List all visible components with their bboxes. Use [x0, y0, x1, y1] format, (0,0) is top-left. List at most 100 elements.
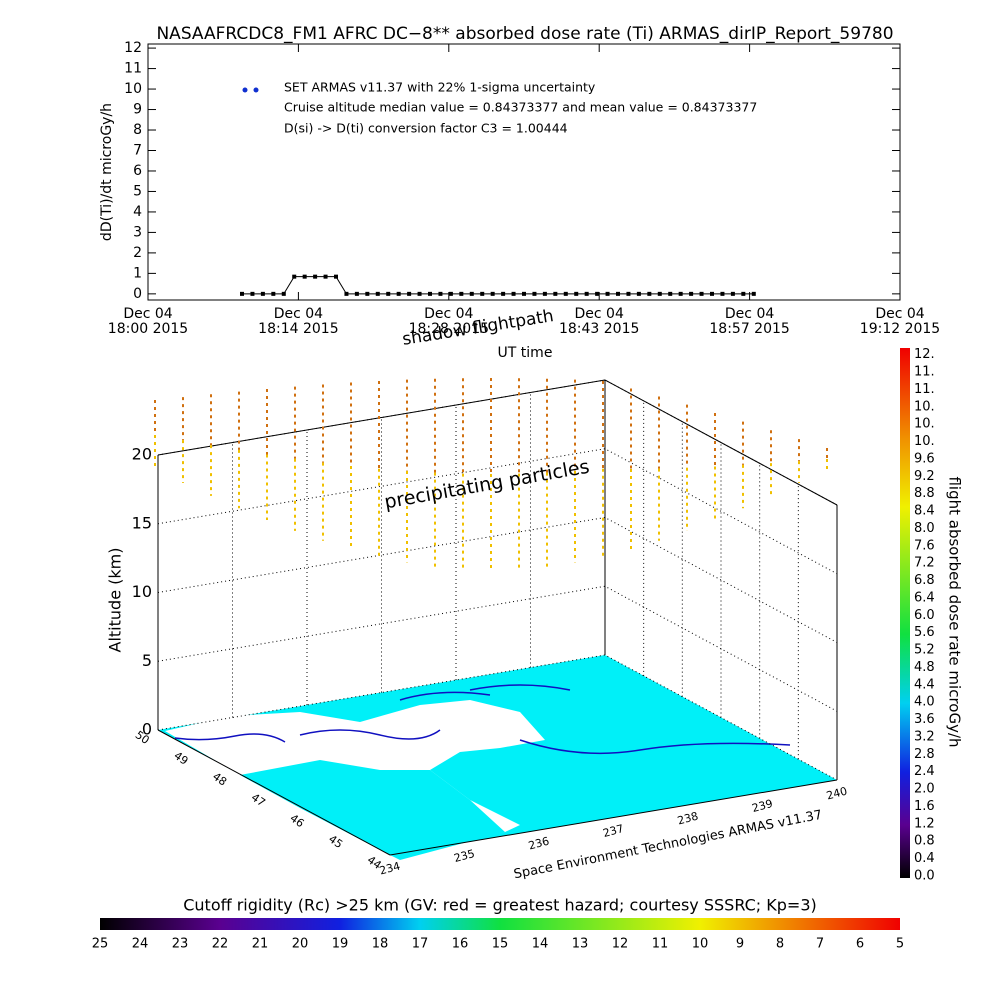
y-tick-label: 1	[133, 265, 142, 281]
colorbar-tick-label: 21	[252, 937, 269, 952]
lon-tick-label: 237	[602, 822, 626, 840]
x-axis-label: UT time	[498, 345, 553, 361]
y-tick-label: 7	[133, 142, 142, 158]
colorbar-tick-label: 10	[692, 937, 709, 952]
colorbar-tick-label: 10.	[914, 434, 935, 449]
colorbar-tick-label: 1.6	[914, 799, 935, 814]
axis-edge	[157, 379, 606, 456]
data-point	[490, 291, 495, 296]
data-point	[240, 291, 244, 296]
data-point	[584, 291, 589, 296]
lon-tick-label: 234	[378, 860, 402, 878]
data-point	[365, 291, 370, 296]
annotation: Cruise altitude median value = 0.8437337…	[284, 100, 757, 115]
colorbar-tick-label: 20	[292, 937, 309, 952]
annotation: precipitating particles	[383, 456, 591, 514]
colorbar-tick-label: 5.2	[914, 643, 935, 658]
colorbar-tick-label: 11.	[914, 382, 935, 397]
colorbar-tick-label: 7.2	[914, 556, 935, 571]
y-tick-label: 10	[124, 81, 142, 97]
data-point	[710, 291, 714, 296]
data-point	[375, 291, 380, 296]
plot-frame	[147, 43, 901, 301]
colorbar-tick-label: 3.2	[914, 729, 935, 744]
data-point	[354, 291, 359, 296]
y-tick-label: 2	[133, 245, 142, 261]
data-point	[386, 291, 391, 296]
colorbar-tick-label: 2.0	[914, 782, 935, 797]
colorbar-tick-label: 4.4	[914, 677, 935, 692]
y-axis-label: dD(Ti)/dt microGy/h	[99, 103, 115, 241]
colorbar-tick-label: 25	[92, 937, 109, 952]
z-tick-label: 20	[132, 445, 152, 464]
z-tick-label: 0	[142, 720, 152, 739]
data-point	[511, 291, 516, 296]
data-point	[730, 291, 735, 296]
data-point	[751, 291, 756, 296]
data-point	[741, 291, 746, 296]
data-point	[542, 291, 547, 296]
y-tick-label: 5	[133, 183, 142, 199]
data-point	[647, 291, 652, 296]
colorbar-label: flight absorbed dose rate microGy/h	[946, 476, 964, 747]
grid-line	[157, 448, 838, 575]
coastline	[399, 691, 491, 701]
colorbar-tick-label: 0.8	[914, 834, 935, 849]
colorbar-tick-label: 11	[652, 937, 669, 952]
coastline	[469, 684, 571, 691]
coastline	[174, 733, 286, 743]
legend-marker	[242, 87, 248, 93]
legend-marker	[253, 87, 259, 93]
data-point	[459, 291, 464, 296]
colorbar-tick-label: 8.0	[914, 521, 935, 536]
colorbar-tick-label: 4.0	[914, 695, 935, 710]
colorbar-tick-label: 18	[372, 937, 389, 952]
y-tick-label: 4	[133, 204, 142, 220]
dose-colorbar	[900, 348, 910, 878]
z-tick-label: 10	[132, 582, 152, 601]
data-point	[469, 291, 474, 296]
grid-line	[157, 516, 838, 643]
lon-tick-label: 236	[527, 835, 551, 853]
axis-edge	[389, 779, 838, 856]
colorbar-label: Cutoff rigidity (Rc) >25 km (GV: red = g…	[183, 896, 817, 915]
lat-tick-label: 49	[171, 749, 190, 768]
lat-tick-label: 45	[326, 832, 345, 851]
data-point	[438, 291, 443, 296]
data-point	[428, 291, 432, 296]
three-d-plot: 0510152023423523623723823924044454647484…	[106, 306, 849, 882]
data-point	[595, 291, 600, 296]
colorbar-tick-label: 9.2	[914, 469, 935, 484]
data-point	[448, 291, 453, 296]
data-point	[250, 291, 255, 296]
colorbar-tick-label: 3.6	[914, 712, 935, 727]
data-point	[657, 291, 662, 296]
colorbar-tick-label: 19	[332, 937, 349, 952]
y-tick-label: 8	[133, 122, 142, 138]
axis-edge	[604, 379, 838, 506]
colorbar-tick-label: 14	[532, 937, 549, 952]
data-point	[313, 274, 318, 279]
data-point	[323, 274, 328, 279]
data-point	[407, 291, 412, 296]
colorbar-tick-label: 6.4	[914, 590, 935, 605]
colorbar-tick-label: 16	[452, 937, 469, 952]
data-point	[689, 291, 694, 296]
colorbar-tick-label: 1.2	[914, 816, 935, 831]
colorbar-tick-label: 8	[776, 937, 784, 952]
data-point	[668, 291, 673, 296]
z-axis-label: Altitude (km)	[106, 548, 125, 653]
colorbar-tick-label: 8.8	[914, 486, 935, 501]
rigidity-colorbar	[100, 918, 900, 930]
lon-tick-label: 235	[453, 847, 477, 865]
colorbar-tick-label: 13	[572, 937, 589, 952]
data-point	[636, 291, 641, 296]
data-point	[417, 291, 422, 296]
lon-tick-label: 239	[751, 797, 775, 815]
data-point	[334, 274, 338, 279]
colorbar-tick-label: 5	[896, 937, 904, 952]
colorbar-tick-label: 24	[132, 937, 149, 952]
axis-edge	[157, 729, 391, 856]
